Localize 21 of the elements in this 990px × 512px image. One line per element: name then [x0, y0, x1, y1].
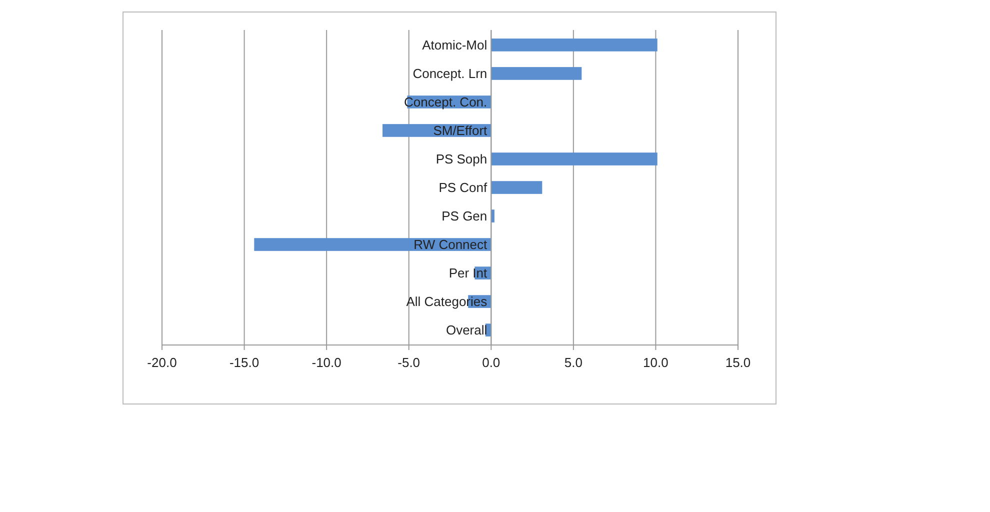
y-tick-label: PS Gen [442, 208, 488, 224]
x-tick-label: 5.0 [564, 355, 582, 370]
y-tick-label: PS Conf [438, 180, 488, 195]
x-tick-label: 0.0 [482, 355, 500, 370]
y-tick-label: PS Soph [436, 151, 488, 166]
y-tick-label: SM/Effort [433, 122, 488, 138]
bar [491, 181, 542, 194]
y-tick-label: RW Connect [414, 237, 488, 252]
bar [491, 38, 658, 52]
bar [491, 152, 658, 166]
x-tick-label: -15.0 [229, 355, 260, 370]
x-tick-label: -5.0 [398, 355, 420, 370]
x-tick-label: -10.0 [312, 355, 342, 370]
bar [254, 238, 492, 251]
x-tick-label: 10.0 [643, 355, 668, 370]
bar [491, 210, 494, 222]
bar [491, 67, 582, 80]
y-tick-label: Atomic-Mol [422, 37, 488, 52]
y-tick-label: Concept. Lrn [412, 66, 488, 81]
x-tick-label: -20.0 [147, 355, 177, 370]
x-tick-label: 15.0 [725, 355, 751, 370]
